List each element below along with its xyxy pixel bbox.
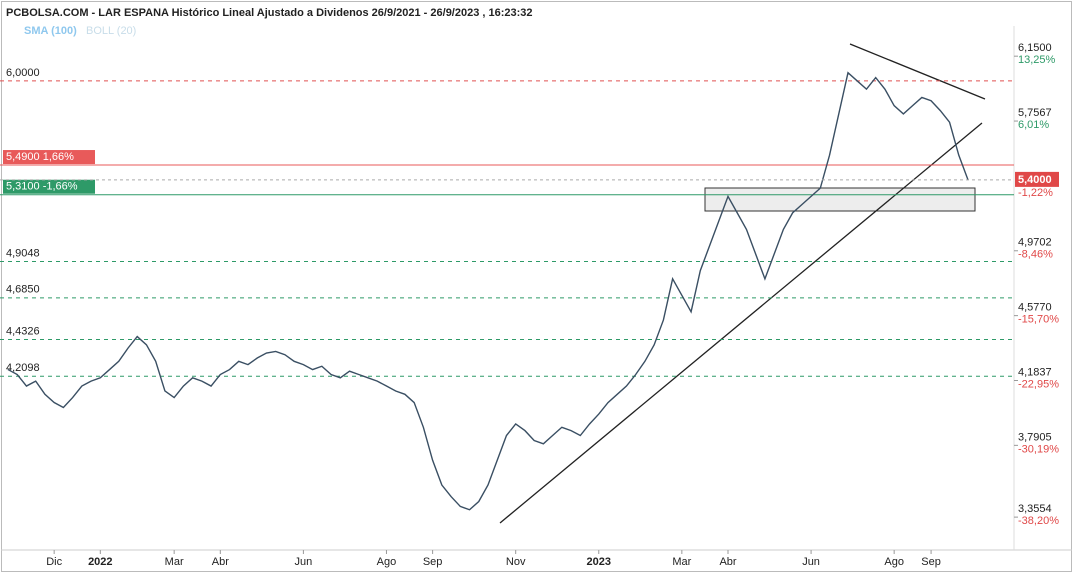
level-label: 5,3100 -1,66% (6, 181, 78, 193)
y-tick-label: 5,7567 (1018, 107, 1052, 119)
level-label: 5,4900 1,66% (6, 151, 74, 163)
level-label: 4,2098 (6, 362, 40, 374)
level-label: 4,6850 (6, 284, 40, 296)
legend-boll: BOLL (20) (86, 25, 136, 37)
y-tick-change: -8,46% (1018, 249, 1053, 261)
level-label: 4,9048 (6, 247, 40, 259)
level-label: 4,4326 (6, 325, 40, 337)
y-tick-label: 3,7905 (1018, 431, 1052, 443)
y-tick-label: 3,3554 (1018, 503, 1052, 515)
x-tick-label: Mar (672, 556, 691, 568)
y-tick-change: 13,25% (1018, 54, 1056, 66)
level-label: 6,0000 (6, 67, 40, 79)
y-tick-label: 6,1500 (1018, 42, 1052, 54)
last-price-label: 5,4000 (1018, 174, 1052, 186)
price-line (7, 71, 969, 511)
x-tick-label: Jun (295, 556, 313, 568)
y-tick-label: 4,9702 (1018, 237, 1052, 249)
y-tick-change: -15,70% (1018, 314, 1059, 326)
last-price-box (1015, 171, 1059, 187)
x-tick-label: Jun (802, 556, 820, 568)
chart-title: PCBOLSA.COM - LAR ESPANA Histórico Linea… (6, 7, 533, 19)
x-tick-label: 2022 (88, 556, 112, 568)
x-tick-label: Nov (506, 556, 526, 568)
x-tick-label: Abr (719, 556, 736, 568)
y-tick-change: -22,95% (1018, 378, 1059, 390)
x-tick-label: Ago (884, 556, 904, 568)
trend-line (499, 122, 983, 524)
last-change-label: -1,22% (1018, 187, 1053, 199)
trend-line (849, 43, 986, 100)
x-tick-label: 2023 (587, 556, 611, 568)
zone-box (704, 187, 976, 212)
x-tick-label: Dic (46, 556, 62, 568)
x-tick-label: Ago (377, 556, 397, 568)
y-tick-label: 4,5770 (1018, 302, 1052, 314)
x-tick-label: Mar (165, 556, 184, 568)
x-tick-label: Abr (212, 556, 229, 568)
x-tick-label: Sep (423, 556, 443, 568)
legend-sma: SMA (100) (24, 25, 77, 37)
y-tick-label: 4,1837 (1018, 366, 1052, 378)
y-tick-change: -38,20% (1018, 515, 1059, 527)
x-tick-label: Sep (921, 556, 941, 568)
level-label-box (3, 150, 95, 165)
y-tick-change: -30,19% (1018, 443, 1059, 455)
y-tick-change: 6,01% (1018, 119, 1049, 131)
level-label-box (3, 179, 95, 194)
